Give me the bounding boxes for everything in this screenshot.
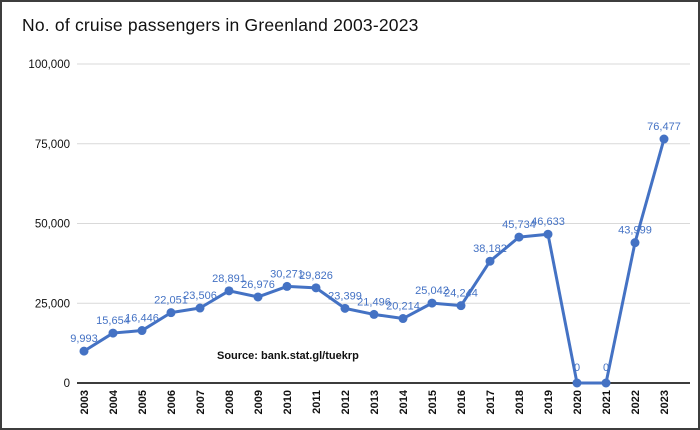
x-tick-label: 2018: [514, 390, 526, 414]
x-tick-label: 2008: [224, 390, 236, 414]
data-point: [166, 308, 176, 318]
y-tick-label: 75,000: [35, 139, 70, 151]
data-point-label: 23,399: [328, 290, 362, 302]
data-point-label: 38,182: [473, 243, 507, 255]
data-point: [311, 283, 321, 293]
data-point-label: 76,477: [647, 121, 681, 133]
data-point: [224, 286, 234, 296]
x-tick-label: 2005: [137, 390, 149, 414]
data-point-label: 22,051: [154, 295, 188, 307]
data-point-label: 29,826: [299, 270, 333, 282]
data-point-label: 28,891: [212, 273, 246, 285]
data-point-label: 43,999: [618, 225, 652, 237]
data-line: [82, 137, 666, 385]
x-tick-label: 2020: [572, 390, 584, 414]
data-point-label: 45,734: [502, 219, 536, 231]
data-point: [79, 346, 89, 356]
data-point: [485, 256, 495, 266]
data-point-label: 16,446: [125, 313, 159, 325]
data-point: [369, 309, 379, 319]
data-point-label: 23,506: [183, 290, 217, 302]
x-tick-label: 2015: [427, 390, 439, 414]
x-tick-label: 2022: [630, 390, 642, 414]
data-point: [514, 232, 524, 242]
data-point-label: 0: [603, 362, 609, 374]
data-point: [340, 303, 350, 313]
x-tick-label: 2017: [485, 390, 497, 414]
data-point: [195, 303, 205, 313]
data-point-label: 46,633: [531, 216, 565, 228]
x-tick-label: 2021: [601, 390, 613, 414]
data-point: [543, 229, 553, 239]
data-point-label: 30,271: [270, 268, 304, 280]
x-tick-label: 2011: [311, 390, 323, 414]
data-point: [659, 134, 669, 144]
x-tick-label: 2019: [543, 390, 555, 414]
data-point: [572, 378, 582, 388]
data-point-label: 24,244: [444, 288, 478, 300]
data-point: [253, 292, 263, 302]
x-tick-label: 2003: [79, 390, 91, 414]
data-point: [108, 328, 118, 338]
x-tick-label: 2023: [659, 390, 671, 414]
x-tick-label: 2013: [369, 390, 381, 414]
y-tick-label: 25,000: [35, 298, 70, 310]
data-point: [282, 281, 292, 291]
data-point: [601, 378, 611, 388]
x-tick-label: 2014: [398, 389, 410, 414]
data-point: [630, 238, 640, 248]
chart-title: No. of cruise passengers in Greenland 20…: [22, 15, 419, 35]
data-point-label: 21,496: [357, 296, 391, 308]
data-point-label: 0: [574, 362, 580, 374]
data-point-label: 20,214: [386, 301, 420, 313]
x-tick-label: 2016: [456, 390, 468, 414]
data-point: [398, 314, 408, 324]
x-tick-label: 2007: [195, 390, 207, 414]
data-point: [137, 326, 147, 336]
x-tick-label: 2009: [253, 390, 265, 414]
data-point-label: 9,993: [70, 333, 98, 345]
y-tick-label: 0: [64, 378, 70, 390]
data-point: [427, 298, 437, 308]
x-tick-label: 2004: [108, 389, 120, 414]
x-tick-label: 2012: [340, 390, 352, 414]
data-point-label: 25,042: [415, 285, 449, 297]
y-tick-label: 100,000: [28, 59, 70, 71]
y-tick-label: 50,000: [35, 219, 70, 231]
data-point-label: 26,976: [241, 279, 275, 291]
x-tick-label: 2006: [166, 390, 178, 414]
x-tick-label: 2010: [282, 390, 294, 414]
data-point-label: 15,654: [96, 315, 130, 327]
source-note: Source: bank.stat.gl/tuekrp: [217, 350, 359, 362]
data-point: [456, 301, 466, 311]
